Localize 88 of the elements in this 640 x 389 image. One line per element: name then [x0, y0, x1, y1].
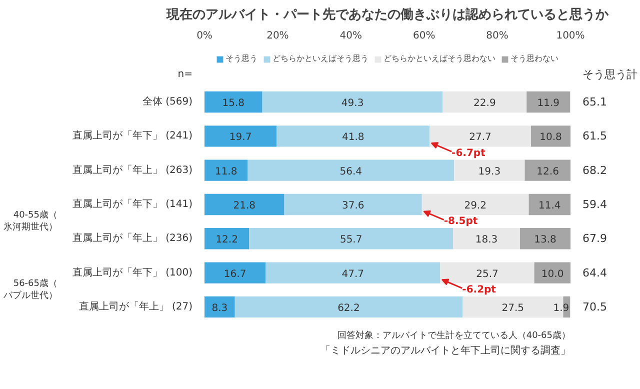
- legend-label: そう思わない: [510, 53, 558, 64]
- data-label: 10.0: [541, 268, 564, 280]
- data-label: 27.5: [502, 302, 524, 314]
- bar: [430, 126, 531, 147]
- x-tick-label: 60%: [412, 30, 436, 42]
- data-label: 19.7: [229, 132, 252, 144]
- bar: [204, 126, 277, 147]
- bar: [266, 262, 440, 284]
- bar: [530, 126, 570, 147]
- data-label: 62.2: [338, 302, 360, 314]
- bar: [262, 91, 443, 113]
- annotation: -8.5pt: [444, 216, 478, 228]
- bar: [276, 126, 430, 147]
- y-tick-label: 全体 (569): [142, 96, 193, 108]
- x-tick-label: 0%: [196, 30, 212, 42]
- data-label: 25.7: [476, 268, 498, 280]
- bar: [453, 228, 520, 250]
- data-label: 49.3: [341, 98, 364, 110]
- text: 56-65歳（バブル世代）: [2, 278, 58, 301]
- bar: [284, 194, 422, 216]
- text: 68.2: [582, 164, 607, 177]
- bar: [204, 296, 235, 318]
- bar: [204, 228, 250, 250]
- bar: [526, 91, 570, 113]
- y-tick-label: 直属上司が「年下」 (141): [72, 198, 193, 210]
- text: そう思う計: [582, 68, 638, 82]
- data-label: 15.8: [222, 98, 245, 110]
- bar: [234, 296, 463, 318]
- y-tick-label: 直属上司が「年下」 (100): [72, 266, 193, 278]
- text: 59.4: [582, 198, 607, 211]
- data-label: 12.2: [216, 234, 238, 246]
- data-label: 16.7: [224, 268, 246, 280]
- data-label: 11.8: [214, 166, 238, 178]
- y-tick-label: 直属上司が「年下」 (241): [72, 130, 193, 142]
- bar: [440, 262, 534, 284]
- data-label: 1.9: [553, 302, 570, 314]
- data-label: 13.8: [534, 234, 556, 246]
- x-tick-label: 80%: [486, 30, 508, 42]
- bar: [534, 262, 570, 284]
- text: 40-55歳（氷河期世代）: [4, 210, 58, 233]
- y-tick-label: 直属上司が「年上」 (236): [72, 232, 193, 244]
- x-tick-label: 20%: [266, 30, 289, 42]
- bar: [524, 160, 570, 181]
- bar: [204, 160, 248, 181]
- text: 「ミドルシニアのアルバイトと年下上司に関する調査」: [320, 344, 570, 357]
- bar: [204, 262, 266, 284]
- data-label: 41.8: [342, 132, 364, 144]
- x-tick-label: 100%: [556, 30, 585, 42]
- data-label: 10.8: [540, 132, 562, 144]
- bar: [248, 160, 454, 181]
- data-label: 56.4: [340, 166, 362, 178]
- y-tick-label: 直属上司が「年上」 (263): [72, 164, 193, 176]
- legend-label: どちらかといえばそう思う: [272, 53, 368, 64]
- bar: [204, 91, 262, 113]
- data-label: 29.2: [464, 200, 486, 212]
- bar: [442, 91, 527, 113]
- data-label: 11.9: [537, 98, 560, 110]
- data-label: 12.6: [536, 166, 559, 178]
- text: 61.5: [582, 130, 607, 143]
- data-label: 47.7: [342, 268, 364, 280]
- bar: [249, 228, 454, 250]
- text: 回答対象：アルバイトで生計を立てている人（40-65歳）: [337, 330, 571, 342]
- data-label: 8.3: [212, 302, 228, 314]
- bar: [520, 228, 570, 250]
- bar: [528, 194, 570, 216]
- annotation: -6.7pt: [452, 148, 486, 159]
- data-label: 37.6: [342, 200, 364, 212]
- data-label: 22.9: [474, 98, 496, 110]
- x-tick-label: 40%: [340, 30, 362, 42]
- data-label: 18.3: [475, 234, 498, 246]
- bar: [422, 194, 529, 216]
- annotation: -6.2pt: [462, 284, 496, 296]
- data-label: 19.3: [478, 166, 501, 178]
- legend-label: どちらかといえばそう思わない: [384, 53, 496, 64]
- bar: [204, 194, 284, 216]
- legend-label: そう思う: [226, 53, 258, 64]
- data-label: 55.7: [340, 234, 362, 246]
- data-label: 27.7: [469, 132, 492, 144]
- text: 65.1: [582, 96, 607, 109]
- text: n=: [178, 69, 192, 80]
- data-label: 11.4: [538, 200, 561, 212]
- text: 70.5: [582, 300, 607, 314]
- text: 64.4: [582, 266, 607, 280]
- y-tick-label: 直属上司が「年上」 (27): [78, 300, 193, 312]
- data-label: 21.8: [233, 200, 256, 212]
- text: 67.9: [582, 232, 607, 246]
- bar: [454, 160, 525, 181]
- chart-title: 現在のアルバイト・パート先であなたの働きぶりは認められていると思うか: [166, 6, 610, 22]
